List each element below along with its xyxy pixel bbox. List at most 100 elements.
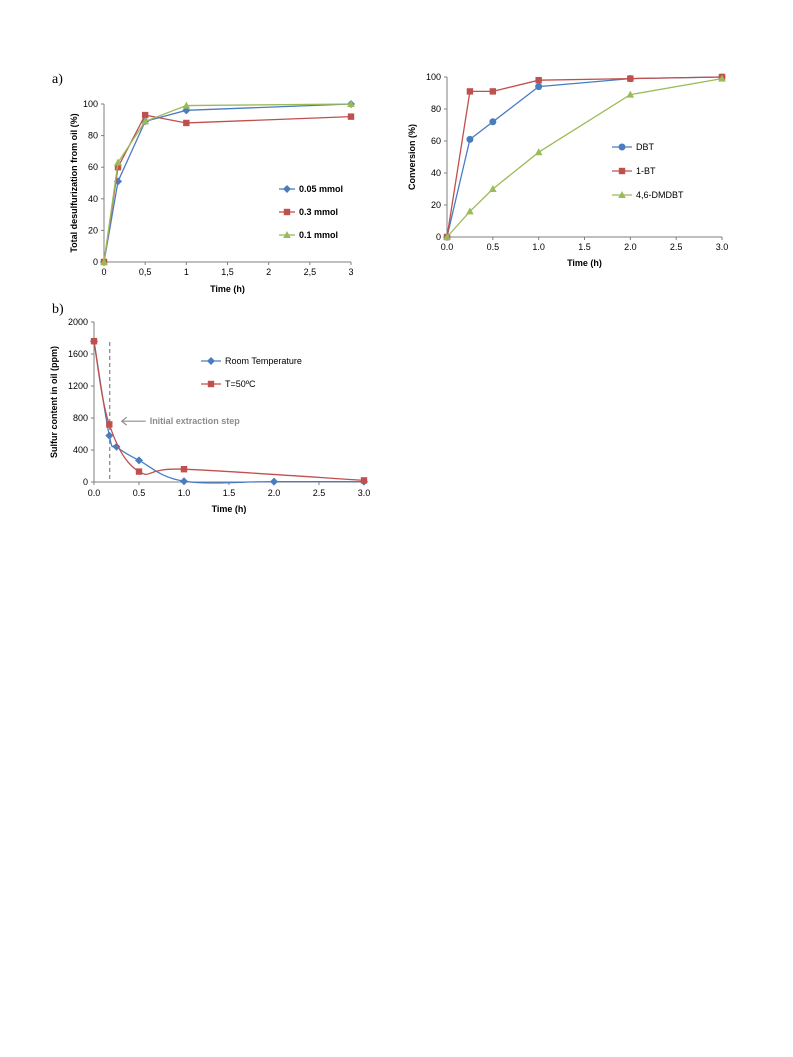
data-point-room-temperature <box>105 432 113 440</box>
data-point-0-1-mmol <box>141 117 149 124</box>
data-point-0-1-mmol <box>114 158 122 165</box>
data-point-t-50-c <box>106 421 112 427</box>
y-tick-label: 400 <box>73 445 88 455</box>
legend-marker-0-1-mmol <box>283 231 291 238</box>
x-tick-label: 0.5 <box>133 488 146 498</box>
legend-label-dbt: DBT <box>636 142 655 152</box>
y-axis-title: Conversion (%) <box>407 124 417 190</box>
data-point-0-05-mmol <box>114 177 122 185</box>
data-point-0-1-mmol <box>183 102 191 109</box>
data-point-1-bt <box>444 234 450 240</box>
x-tick-label: 3.0 <box>358 488 371 498</box>
y-tick-label: 40 <box>431 168 441 178</box>
y-tick-label: 0 <box>436 232 441 242</box>
panel-label-a: a) <box>52 72 63 88</box>
series-line-room-temperature <box>94 341 364 483</box>
y-tick-label: 100 <box>83 99 98 109</box>
data-point-room-temperature <box>270 478 278 486</box>
x-axis-title: Time (h) <box>567 258 602 268</box>
data-point-room-temperature <box>135 456 143 464</box>
data-point-room-temperature <box>90 337 98 345</box>
series-line-0-05-mmol <box>104 104 351 262</box>
data-point-dbt <box>627 75 634 82</box>
data-point-t-50-c <box>136 468 142 474</box>
series-line-1-bt <box>447 77 722 237</box>
data-point-4-6-dmdbt <box>718 75 726 82</box>
y-tick-label: 80 <box>431 104 441 114</box>
data-point-0-3-mmol <box>183 120 189 126</box>
data-point-1-bt <box>490 88 496 94</box>
x-tick-label: 2.0 <box>624 242 637 252</box>
data-point-0-1-mmol <box>347 100 355 107</box>
x-tick-label: 2.0 <box>268 488 281 498</box>
legend-marker-room-temperature <box>207 357 215 365</box>
y-tick-label: 80 <box>88 131 98 141</box>
x-tick-label: 0.0 <box>88 488 101 498</box>
y-tick-label: 40 <box>88 194 98 204</box>
y-tick-label: 800 <box>73 413 88 423</box>
y-tick-label: 0 <box>93 257 98 267</box>
legend-marker-1-bt <box>619 168 625 174</box>
legend-label-t-50-c: T=50ºC <box>225 379 256 389</box>
panel-label-b: b) <box>52 302 64 318</box>
data-point-0-3-mmol <box>115 164 121 170</box>
series-line-4-6-dmdbt <box>447 79 722 237</box>
data-point-t-50-c <box>361 477 367 483</box>
y-tick-label: 20 <box>88 225 98 235</box>
x-tick-label: 1 <box>184 267 189 277</box>
data-point-1-bt <box>467 88 473 94</box>
data-point-room-temperature <box>360 478 368 486</box>
legend-label-0-05-mmol: 0.05 mmol <box>299 184 343 194</box>
data-point-0-3-mmol <box>348 113 354 119</box>
data-point-0-1-mmol <box>100 258 108 265</box>
x-tick-label: 1.0 <box>178 488 191 498</box>
y-tick-label: 2000 <box>68 317 88 327</box>
data-point-dbt <box>466 136 473 143</box>
legend-label-0-1-mmol: 0.1 mmol <box>299 230 338 240</box>
x-tick-label: 0.5 <box>487 242 500 252</box>
x-tick-label: 0,5 <box>139 267 152 277</box>
x-axis-title: Time (h) <box>210 284 245 294</box>
data-point-0-05-mmol <box>141 117 149 125</box>
data-point-0-05-mmol <box>182 106 190 114</box>
series-line-dbt <box>447 77 722 237</box>
y-tick-label: 100 <box>426 72 441 82</box>
x-tick-label: 2.5 <box>670 242 683 252</box>
annotation-arrow-head <box>122 417 127 425</box>
y-tick-label: 60 <box>88 162 98 172</box>
y-tick-label: 1200 <box>68 381 88 391</box>
y-tick-label: 0 <box>83 477 88 487</box>
x-tick-label: 1.5 <box>223 488 236 498</box>
data-point-1-bt <box>627 75 633 81</box>
x-tick-label: 1,5 <box>221 267 234 277</box>
y-tick-label: 20 <box>431 200 441 210</box>
annotation-label: Initial extraction step <box>150 416 241 426</box>
x-tick-label: 1.0 <box>532 242 545 252</box>
legend-marker-dbt <box>619 144 626 151</box>
legend-marker-4-6-dmdbt <box>618 191 626 198</box>
legend-label-room-temperature: Room Temperature <box>225 356 302 366</box>
x-tick-label: 0.0 <box>441 242 454 252</box>
data-point-room-temperature <box>113 443 121 451</box>
data-point-0-05-mmol <box>100 258 108 266</box>
data-point-0-3-mmol <box>142 112 148 118</box>
data-point-4-6-dmdbt <box>535 148 543 155</box>
data-point-4-6-dmdbt <box>489 185 497 192</box>
data-point-4-6-dmdbt <box>466 207 474 214</box>
data-point-0-3-mmol <box>101 259 107 265</box>
data-point-dbt <box>719 74 726 81</box>
x-tick-label: 2,5 <box>304 267 317 277</box>
x-axis-title: Time (h) <box>212 504 247 514</box>
legend-label-4-6-dmdbt: 4,6-DMDBT <box>636 190 684 200</box>
data-point-t-50-c <box>91 338 97 344</box>
x-tick-label: 1.5 <box>578 242 591 252</box>
data-point-dbt <box>489 118 496 125</box>
y-axis-title: Sulfur content in oil (ppm) <box>49 346 59 458</box>
legend-label-1-bt: 1-BT <box>636 166 656 176</box>
data-point-0-05-mmol <box>347 100 355 108</box>
legend-marker-0-05-mmol <box>283 185 291 193</box>
x-tick-label: 2 <box>266 267 271 277</box>
legend-label-0-3-mmol: 0.3 mmol <box>299 207 338 217</box>
